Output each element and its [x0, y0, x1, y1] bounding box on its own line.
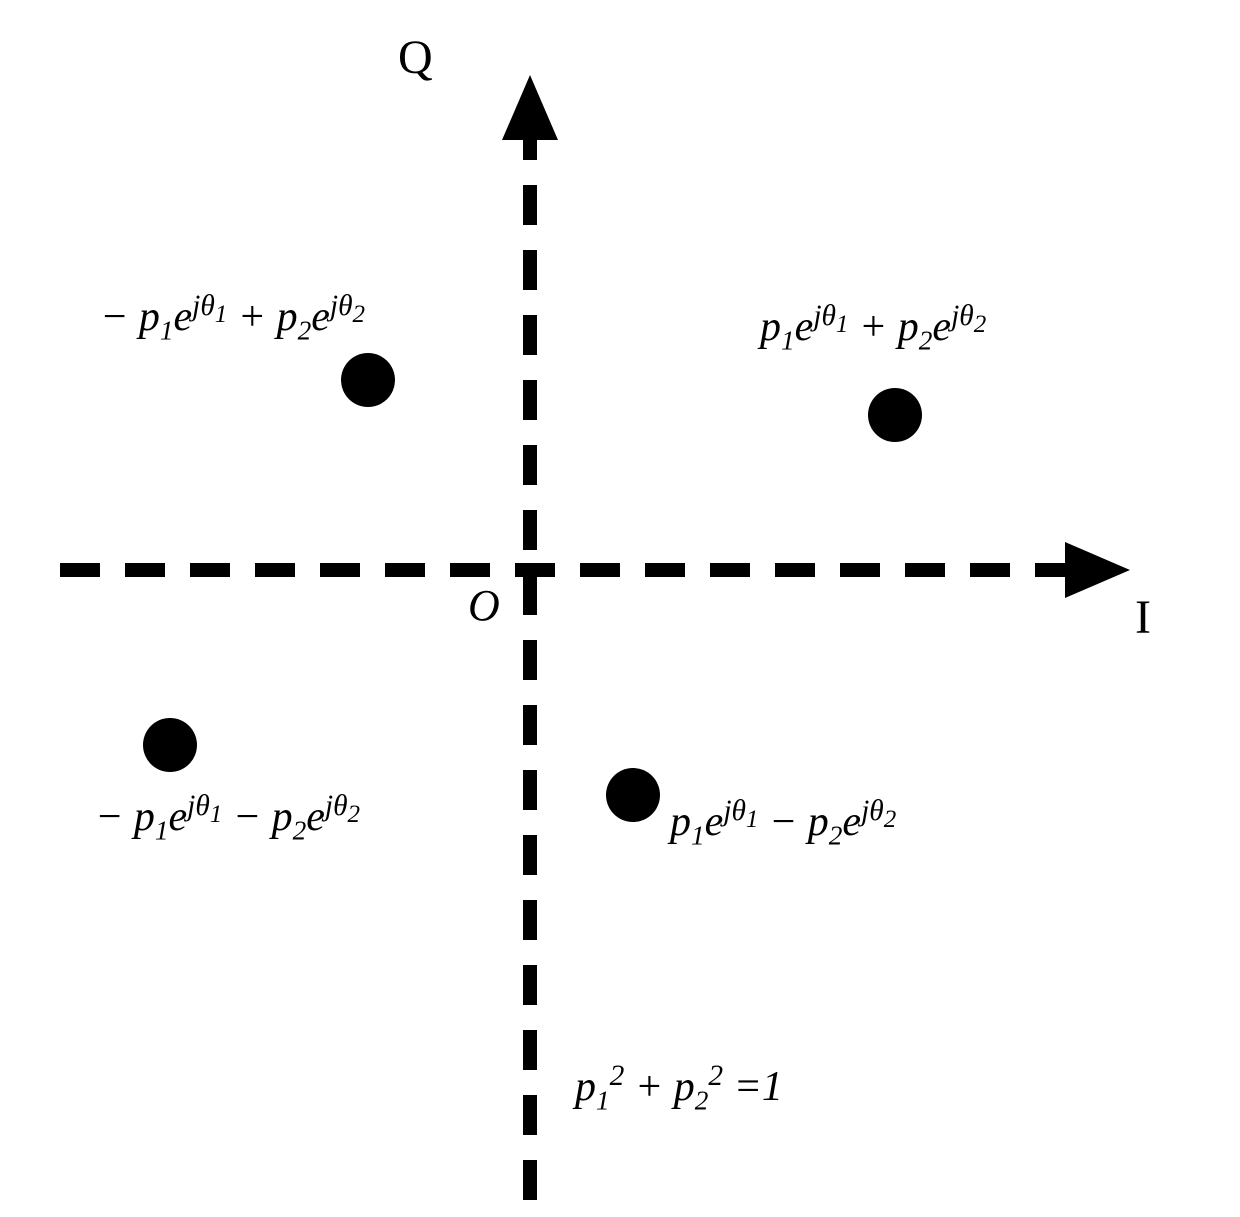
- axes-svg: [0, 0, 1240, 1217]
- q-axis-arrow: [502, 75, 558, 140]
- q-axis-label: Q: [398, 30, 433, 85]
- i-axis-arrow: [1065, 542, 1130, 598]
- constellation-point-q2-label: − p1ejθ1 + p2ejθ2: [100, 290, 365, 346]
- constellation-point-q3: [143, 718, 197, 772]
- constellation-point-q1-label: p1ejθ1 + p2ejθ2: [760, 300, 986, 356]
- constellation-point-q4: [606, 768, 660, 822]
- constellation-point-q1: [868, 388, 922, 442]
- i-axis-label: I: [1135, 590, 1151, 645]
- constellation-point-q2: [341, 353, 395, 407]
- constraint-equation: p12 + p22 =1: [575, 1060, 783, 1116]
- origin-label: O: [468, 580, 500, 631]
- constellation-diagram: Q I O p1ejθ1 + p2ejθ2 − p1ejθ1 + p2ejθ2 …: [0, 0, 1240, 1217]
- constellation-point-q3-label: − p1ejθ1 − p2ejθ2: [95, 790, 360, 846]
- constellation-point-q4-label: p1ejθ1 − p2ejθ2: [670, 795, 896, 851]
